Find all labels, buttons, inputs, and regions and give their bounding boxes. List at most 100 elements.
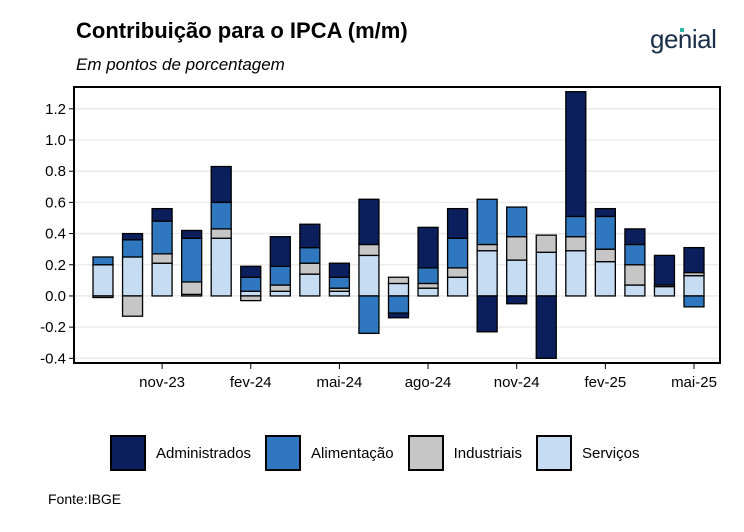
bar-segment [328, 276, 351, 289]
x-tick-label: fev-25 [584, 374, 626, 391]
bar-segment [624, 264, 646, 286]
bar-segment [476, 250, 498, 297]
bar-segment [417, 267, 439, 285]
bar-segment [417, 226, 439, 269]
bar-segment [299, 223, 321, 249]
bar-segment [417, 287, 439, 297]
legend-swatch-administrados [110, 435, 146, 471]
bar-segment [151, 262, 173, 297]
bar-segment [210, 165, 232, 204]
bar-segment [358, 295, 380, 335]
x-tick-label: mai-24 [316, 374, 362, 391]
y-tick-label: 0.4 [45, 226, 66, 243]
brand-logo: genial [650, 24, 717, 55]
bar-segment [683, 246, 705, 274]
bar-segment [594, 260, 616, 297]
bar-segment [328, 262, 351, 278]
bar-segment [683, 295, 705, 308]
chart-subtitle: Em pontos de porcentagem [76, 55, 285, 74]
bar-segment [269, 284, 291, 292]
bar-segment [358, 243, 380, 257]
bar-segment [92, 264, 114, 297]
bar-segment [180, 237, 203, 283]
bar-segment [269, 265, 291, 286]
bar-segment [387, 282, 410, 297]
bar-segment [565, 215, 587, 238]
y-tick-label: 1.2 [45, 101, 66, 118]
bar-segment [594, 215, 616, 250]
plot-border [73, 86, 721, 364]
bar-segment [565, 91, 587, 218]
bar-segment [476, 243, 498, 252]
bar-segment [269, 290, 291, 297]
y-tick-label: -0.2 [40, 319, 66, 336]
bar-segment [565, 250, 587, 297]
x-tick-label: fev-24 [230, 374, 272, 391]
bars-group [92, 91, 705, 359]
legend-item-administrados: Administrados [110, 435, 251, 471]
x-tick-label: nov-24 [494, 374, 540, 391]
bar-segment [180, 229, 203, 239]
bar-segment [299, 273, 321, 297]
x-axis: nov-23 fev-24 mai-24 ago-24 nov-24 fev-25 mai-… [139, 363, 717, 391]
bar-segment [240, 276, 262, 292]
bar-segment [269, 236, 291, 267]
y-tick-label: 0.8 [45, 163, 66, 180]
y-tick-label: 0.6 [45, 194, 66, 211]
x-tick-label: ago-24 [405, 374, 452, 391]
bar-segment [240, 265, 262, 278]
bar-segment [387, 276, 410, 285]
legend-swatch-industriais [407, 435, 444, 471]
legend-label-alimentacao: Alimentação [311, 444, 394, 462]
bar-segment [535, 295, 557, 359]
legend: Administrados Alimentação Industriais Se… [110, 432, 700, 474]
legend-swatch-alimentacao [265, 435, 302, 471]
bar-segment [387, 295, 410, 314]
bar-segment [328, 290, 351, 297]
y-tick-label: 1.0 [45, 132, 66, 149]
bar-segment [653, 285, 676, 297]
bar-segment [506, 206, 528, 238]
bar-segment [594, 207, 616, 218]
bar-segment [683, 275, 705, 297]
bar-segment [446, 276, 469, 297]
bar-segment [299, 262, 321, 275]
legend-item-industriais: Industriais [407, 435, 522, 471]
brand-dot [680, 28, 684, 32]
bar-segment [299, 246, 321, 264]
bar-segment [653, 254, 676, 286]
legend-label-industriais: Industriais [453, 444, 522, 462]
bar-segment [624, 243, 646, 266]
bar-segment [446, 267, 469, 278]
bar-segment [476, 198, 498, 246]
bar-segment [506, 236, 528, 261]
bar-segment [121, 232, 144, 241]
bar-segment [151, 207, 173, 222]
bar-segment [92, 295, 114, 299]
legend-label-administrados: Administrados [156, 444, 252, 462]
bar-segment [417, 282, 439, 289]
bar-segment [446, 237, 469, 269]
bar-segment [624, 228, 646, 246]
legend-item-alimentacao: Alimentação [265, 435, 394, 471]
bar-segment [506, 295, 528, 305]
x-tick-label: mai-25 [671, 374, 717, 391]
bar-segment [535, 234, 557, 253]
bar-segment [594, 248, 616, 263]
y-axis: -0.4 -0.2 0.0 0.2 0.4 0.6 0.8 1.0 1.2 [40, 101, 74, 367]
bar-segment [565, 236, 587, 252]
bar-segment [535, 251, 557, 297]
bar-segment [121, 295, 144, 317]
bar-segment [358, 254, 380, 297]
bar-segment [240, 290, 262, 297]
bar-segment [476, 295, 498, 333]
bar-segment [624, 284, 646, 297]
bar-segment [210, 228, 232, 239]
legend-item-servicos: Serviços [535, 435, 640, 471]
y-tick-label: 0.2 [45, 257, 66, 274]
bar-segment [180, 281, 203, 296]
legend-swatch-servicos [535, 435, 572, 471]
legend-label-servicos: Serviços [581, 444, 640, 462]
x-tick-label: nov-23 [139, 374, 185, 391]
